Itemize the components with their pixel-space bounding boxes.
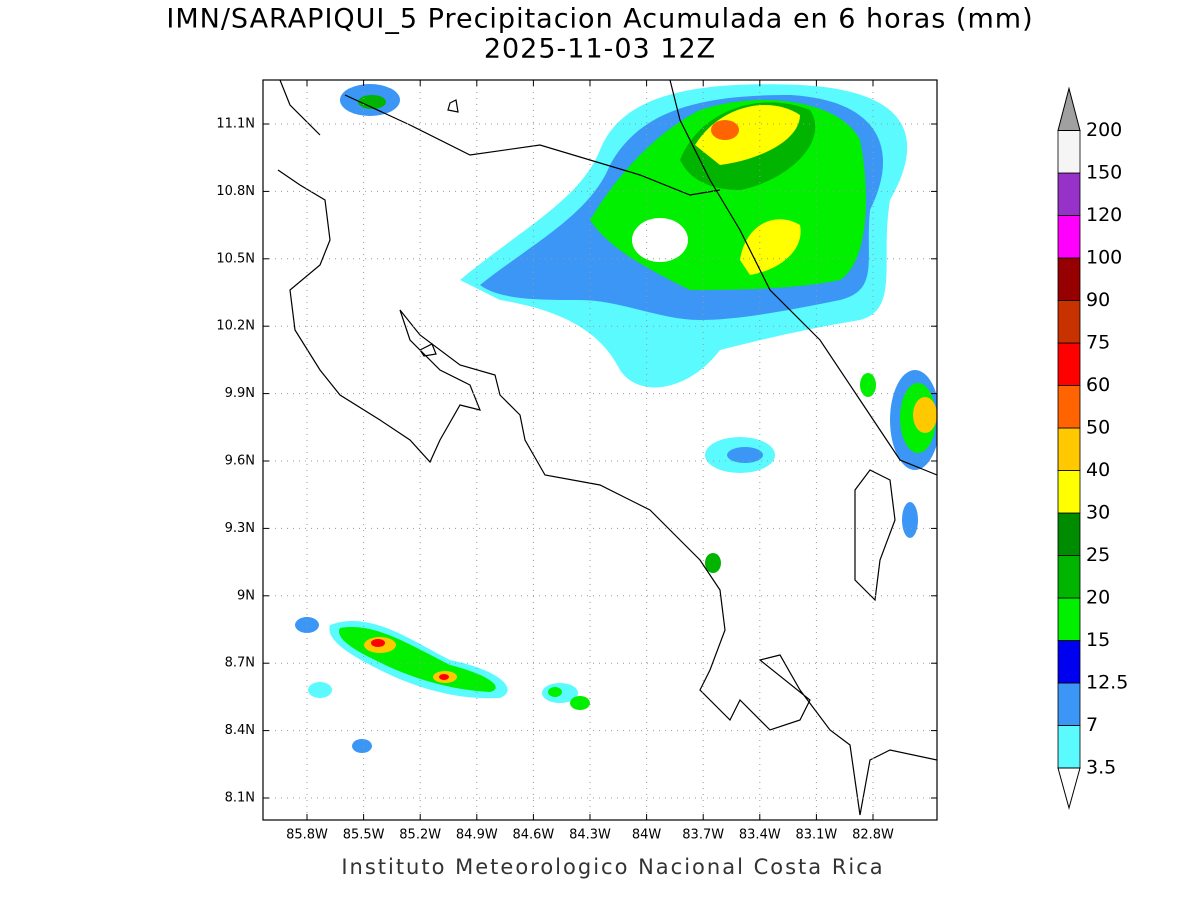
lon-label: 85.5W — [343, 828, 385, 843]
lon-label: 84W — [632, 828, 662, 843]
colorbar-label: 90 — [1086, 289, 1110, 311]
colorbar-under — [1057, 767, 1081, 810]
rain-south — [295, 373, 918, 753]
colorbar-label: 150 — [1086, 162, 1122, 184]
colorbar-label: 3.5 — [1086, 757, 1116, 779]
colorbar-segment — [1057, 427, 1081, 471]
colorbar-segment — [1057, 597, 1081, 641]
lon-label: 85.2W — [399, 828, 441, 843]
lon-label: 83.4W — [739, 828, 781, 843]
colorbar-segment — [1057, 257, 1081, 301]
colorbar-label: 100 — [1086, 247, 1122, 269]
colorbar-segment — [1057, 300, 1081, 344]
subtitle: 2025-11-03 12Z — [484, 34, 716, 65]
colorbar-segment — [1057, 682, 1081, 726]
colorbar-label: 15 — [1086, 629, 1110, 651]
lat-label: 10.2N — [216, 319, 255, 334]
colorbar-label: 75 — [1086, 332, 1110, 354]
colorbar-label: 20 — [1086, 587, 1110, 609]
colorbar-label: 25 — [1086, 544, 1110, 566]
lat-label: 10.5N — [216, 251, 255, 266]
colorbar-label: 12.5 — [1086, 672, 1128, 694]
precip-field — [277, 80, 937, 816]
colorbar-label: 50 — [1086, 417, 1110, 439]
colorbar-segment — [1057, 385, 1081, 429]
colorbar-segment — [1057, 470, 1081, 514]
lon-label: 84.9W — [456, 828, 498, 843]
grid: 11.1N 10.8N 10.5N 10.2N 9.9N 9.6N 9.3N 9N 8.7N 8.… — [216, 80, 937, 843]
colorbar-label: 60 — [1086, 374, 1110, 396]
colorbar-segment — [1057, 725, 1081, 769]
lat-label: 9.9N — [225, 386, 255, 401]
colorbar-segment — [1057, 172, 1081, 216]
colorbar-segment — [1057, 640, 1081, 684]
colorbar-label: 120 — [1086, 204, 1122, 226]
colorbar-label: 200 — [1086, 119, 1122, 141]
colorbar-label: 30 — [1086, 502, 1110, 524]
title: IMN/SARAPIQUI_5 Precipitacion Acumulada … — [166, 4, 1033, 35]
lon-label: 84.3W — [569, 828, 611, 843]
lon-label: 85.8W — [286, 828, 328, 843]
colorbar-segment — [1057, 342, 1081, 386]
lon-label: 83.7W — [682, 828, 724, 843]
lat-label: 8.1N — [225, 791, 255, 806]
lat-label: 9.3N — [225, 521, 255, 536]
map-frame — [262, 79, 938, 821]
lat-label: 9N — [237, 588, 255, 603]
lat-label: 8.4N — [225, 723, 255, 738]
colorbar-segment — [1057, 512, 1081, 556]
colorbar: 3.5 7 12.5 15 20 25 30 40 50 60 75 90 100 120 150 200 — [1057, 86, 1128, 810]
lon-label: 82.8W — [852, 828, 894, 843]
colorbar-over — [1057, 86, 1081, 131]
colorbar-label: 7 — [1086, 714, 1098, 736]
rain-north — [340, 84, 908, 388]
rain-east — [705, 370, 937, 473]
lat-label: 11.1N — [216, 117, 255, 132]
lat-label: 10.8N — [216, 184, 255, 199]
colorbar-segment — [1057, 555, 1081, 599]
colorbar-segment — [1057, 130, 1081, 174]
colorbar-label: 40 — [1086, 459, 1110, 481]
lon-label: 83.1W — [795, 828, 837, 843]
coastline — [277, 80, 937, 816]
colorbar-segment — [1057, 215, 1081, 259]
footer: Instituto Meteorologico Nacional Costa R… — [341, 855, 884, 879]
lat-label: 8.7N — [225, 656, 255, 671]
lon-label: 84.6W — [512, 828, 554, 843]
lat-label: 9.6N — [225, 454, 255, 469]
